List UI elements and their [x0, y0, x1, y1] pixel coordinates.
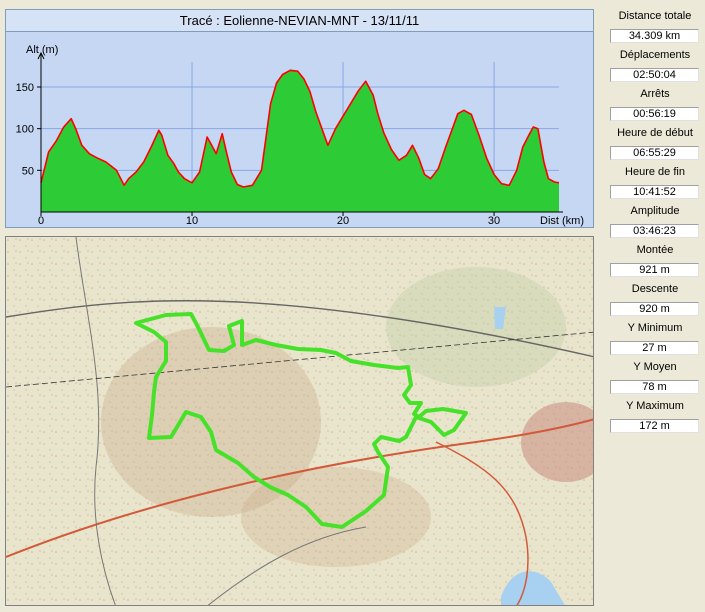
- stat-label-ymin: Y Minimum: [627, 322, 683, 334]
- stat-value-end: 10:41:52: [610, 185, 699, 199]
- map-road-south: [207, 526, 367, 605]
- x-tick-label: 10: [186, 215, 198, 227]
- gps-track: [134, 312, 468, 529]
- chart-title-bar: Tracé : Eolienne-NEVIAN-MNT - 13/11/11: [5, 9, 594, 32]
- elevation-line: [40, 69, 560, 188]
- stat-label-distance: Distance totale: [618, 10, 692, 22]
- map-road-east: [435, 441, 529, 605]
- x-tick-label: 30: [488, 215, 500, 227]
- map-vineyards: [386, 267, 566, 387]
- x-tick-label: 0: [38, 215, 44, 227]
- elevation-chart-panel: 50 100 150 0 10 20 30 Alt (m) Dist (km): [5, 32, 594, 228]
- y-axis-arrow: [37, 51, 45, 60]
- stat-value-stops: 00:56:19: [610, 107, 699, 121]
- stat-label-amplitude: Amplitude: [630, 205, 680, 217]
- stat-value-distance: 34.309 km: [610, 29, 699, 43]
- topographic-map[interactable]: [6, 237, 594, 606]
- stat-label-stops: Arrêts: [640, 88, 670, 100]
- stat-label-descent: Descente: [631, 283, 679, 295]
- chart-title: Tracé : Eolienne-NEVIAN-MNT - 13/11/11: [179, 13, 420, 28]
- y-tick-label: 50: [22, 165, 34, 177]
- stat-label-ascent: Montée: [636, 244, 674, 256]
- x-axis-title: Dist (km): [540, 215, 584, 227]
- y-tick-label: 100: [16, 124, 34, 136]
- stat-label-end: Heure de fin: [625, 166, 685, 178]
- stat-value-ymean: 78 m: [610, 380, 699, 394]
- elevation-chart: 50 100 150 0 10 20 30 Alt (m) Dist (km): [16, 44, 584, 227]
- stat-label-ymean: Y Moyen: [633, 361, 677, 373]
- y-axis-title: Alt (m): [26, 44, 58, 56]
- stat-value-start: 06:55:29: [610, 146, 699, 160]
- map-relief-south: [241, 467, 431, 567]
- map-pond: [494, 307, 506, 329]
- stat-value-moving: 02:50:04: [610, 68, 699, 82]
- map-town: [521, 402, 593, 482]
- stat-value-ymax: 172 m: [610, 419, 699, 433]
- map-lake: [501, 571, 565, 605]
- elevation-area: [41, 70, 559, 212]
- stat-value-ascent: 921 m: [610, 263, 699, 277]
- map-road-north: [6, 300, 593, 358]
- map-road-west: [75, 237, 116, 605]
- stat-value-amplitude: 03:46:23: [610, 224, 699, 238]
- stat-label-moving: Déplacements: [619, 49, 691, 61]
- stat-value-ymin: 27 m: [610, 341, 699, 355]
- map-road-main: [6, 418, 593, 558]
- stat-label-start: Heure de début: [617, 127, 693, 139]
- stat-value-descent: 920 m: [610, 302, 699, 316]
- map-panel[interactable]: [5, 236, 594, 606]
- map-background: [6, 237, 593, 605]
- stat-label-ymax: Y Maximum: [626, 400, 684, 412]
- x-tick-label: 20: [337, 215, 349, 227]
- y-tick-label: 150: [16, 82, 34, 94]
- stats-panel: Distance totale 34.309 km Déplacements 0…: [605, 0, 705, 612]
